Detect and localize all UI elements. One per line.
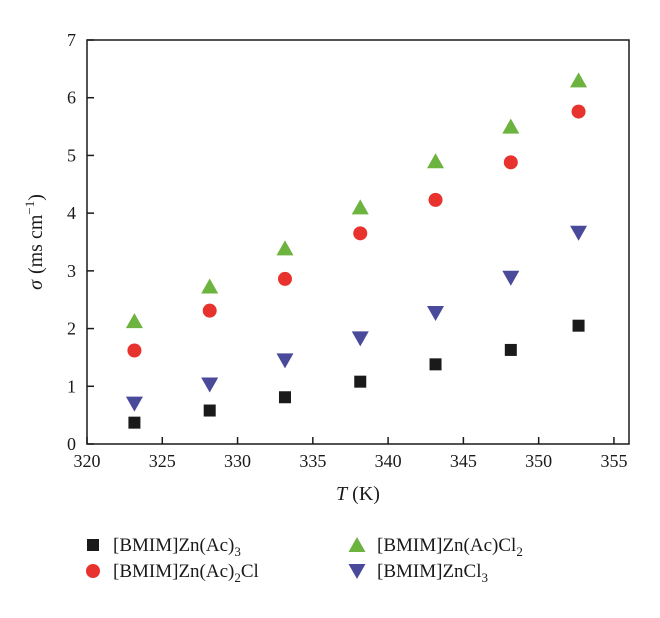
y-tick-label: 2 [67, 319, 76, 339]
y-axis-close: ) [25, 194, 47, 201]
legend-label-part: 3 [482, 570, 489, 585]
y-tick-label: 0 [67, 434, 76, 454]
x-tick-label: 355 [600, 451, 627, 471]
data-point-circle [202, 303, 217, 318]
y-tick-label: 7 [67, 30, 76, 50]
data-point-triangle-up [502, 118, 520, 134]
axis-titles: T (K) σ (ms cm−1) [22, 194, 380, 505]
legend-marker-circle [86, 564, 100, 578]
legend-label-part: 3 [234, 544, 241, 559]
legend: [BMIM]Zn(Ac)3 [BMIM]Zn(Ac)Cl2[BMIM]Zn(Ac)… [86, 535, 523, 585]
legend-label-part: [BMIM]ZnCl [377, 561, 482, 582]
data-point-circle [571, 104, 586, 119]
y-axis-symbol: σ [25, 279, 47, 290]
y-tick-label: 5 [67, 145, 76, 165]
x-tick-label: 330 [224, 451, 251, 471]
y-tick-label: 6 [67, 88, 76, 108]
data-point-square [572, 319, 585, 332]
data-point-square [278, 391, 291, 404]
x-tick-label: 350 [525, 451, 552, 471]
y-axis-label: σ (ms cm−1) [22, 194, 47, 290]
x-axis-symbol: T [336, 483, 349, 505]
data-point-square [128, 416, 141, 429]
plot-frame [86, 39, 630, 445]
x-axis-unit: (K) [347, 483, 380, 505]
data-points [125, 72, 588, 429]
data-point-triangle-up [351, 199, 369, 215]
data-point-triangle-down [427, 305, 445, 321]
legend-marker-triangle-down [348, 564, 366, 579]
y-tick-label: 4 [67, 203, 76, 223]
y-axis-exponent: −1 [22, 201, 37, 215]
legend-label: [BMIM]Zn(Ac)3 [113, 535, 241, 559]
data-point-circle [503, 155, 518, 170]
x-tick-label: 345 [450, 451, 477, 471]
data-point-square [429, 358, 442, 371]
x-tick-label: 325 [149, 451, 176, 471]
y-axis-unit: (ms cm [25, 214, 47, 274]
legend-item: [BMIM]ZnCl3 [348, 561, 488, 585]
legend-label: [BMIM]Zn(Ac)Cl2 [377, 535, 523, 559]
x-tick-label: 320 [74, 451, 101, 471]
data-point-circle [428, 192, 443, 207]
data-point-triangle-up [201, 278, 219, 294]
legend-label-part: [BMIM]Zn(Ac) [113, 535, 234, 556]
legend-label: [BMIM]Zn(Ac)2Cl [113, 561, 259, 585]
data-point-circle [353, 226, 368, 241]
data-point-triangle-up [125, 313, 143, 329]
axes [86, 39, 630, 445]
legend-label: [BMIM]ZnCl3 [377, 561, 488, 585]
legend-label-part: [BMIM]Zn(Ac)Cl [377, 535, 516, 556]
data-point-triangle-down [201, 377, 219, 393]
data-point-triangle-down [276, 353, 294, 369]
data-point-square [203, 404, 216, 417]
x-tick-label: 340 [375, 451, 402, 471]
data-point-triangle-down [570, 225, 588, 241]
legend-label-part: Cl [241, 561, 259, 582]
legend-item: [BMIM]Zn(Ac)2Cl [86, 561, 259, 585]
data-point-circle [127, 343, 142, 358]
legend-marker-triangle-up [348, 537, 366, 552]
legend-label-part: 2 [516, 544, 523, 559]
data-point-triangle-up [570, 72, 588, 88]
data-point-circle [277, 271, 292, 286]
data-point-square [504, 343, 517, 356]
x-axis-label: T (K) [336, 483, 380, 505]
data-point-triangle-up [276, 240, 294, 256]
legend-item: [BMIM]Zn(Ac)3 [87, 535, 241, 559]
legend-item: [BMIM]Zn(Ac)Cl2 [348, 535, 523, 559]
data-point-square [354, 375, 367, 388]
y-tick-label: 3 [67, 261, 76, 281]
data-point-triangle-down [125, 396, 143, 412]
data-point-triangle-down [351, 331, 369, 347]
legend-label-part: 2 [234, 570, 241, 585]
data-point-triangle-down [502, 270, 520, 286]
x-tick-label: 335 [299, 451, 326, 471]
data-point-triangle-up [427, 153, 445, 169]
legend-label-part: [BMIM]Zn(Ac) [113, 561, 234, 582]
y-tick-label: 1 [67, 376, 76, 396]
legend-marker-square [87, 539, 99, 551]
